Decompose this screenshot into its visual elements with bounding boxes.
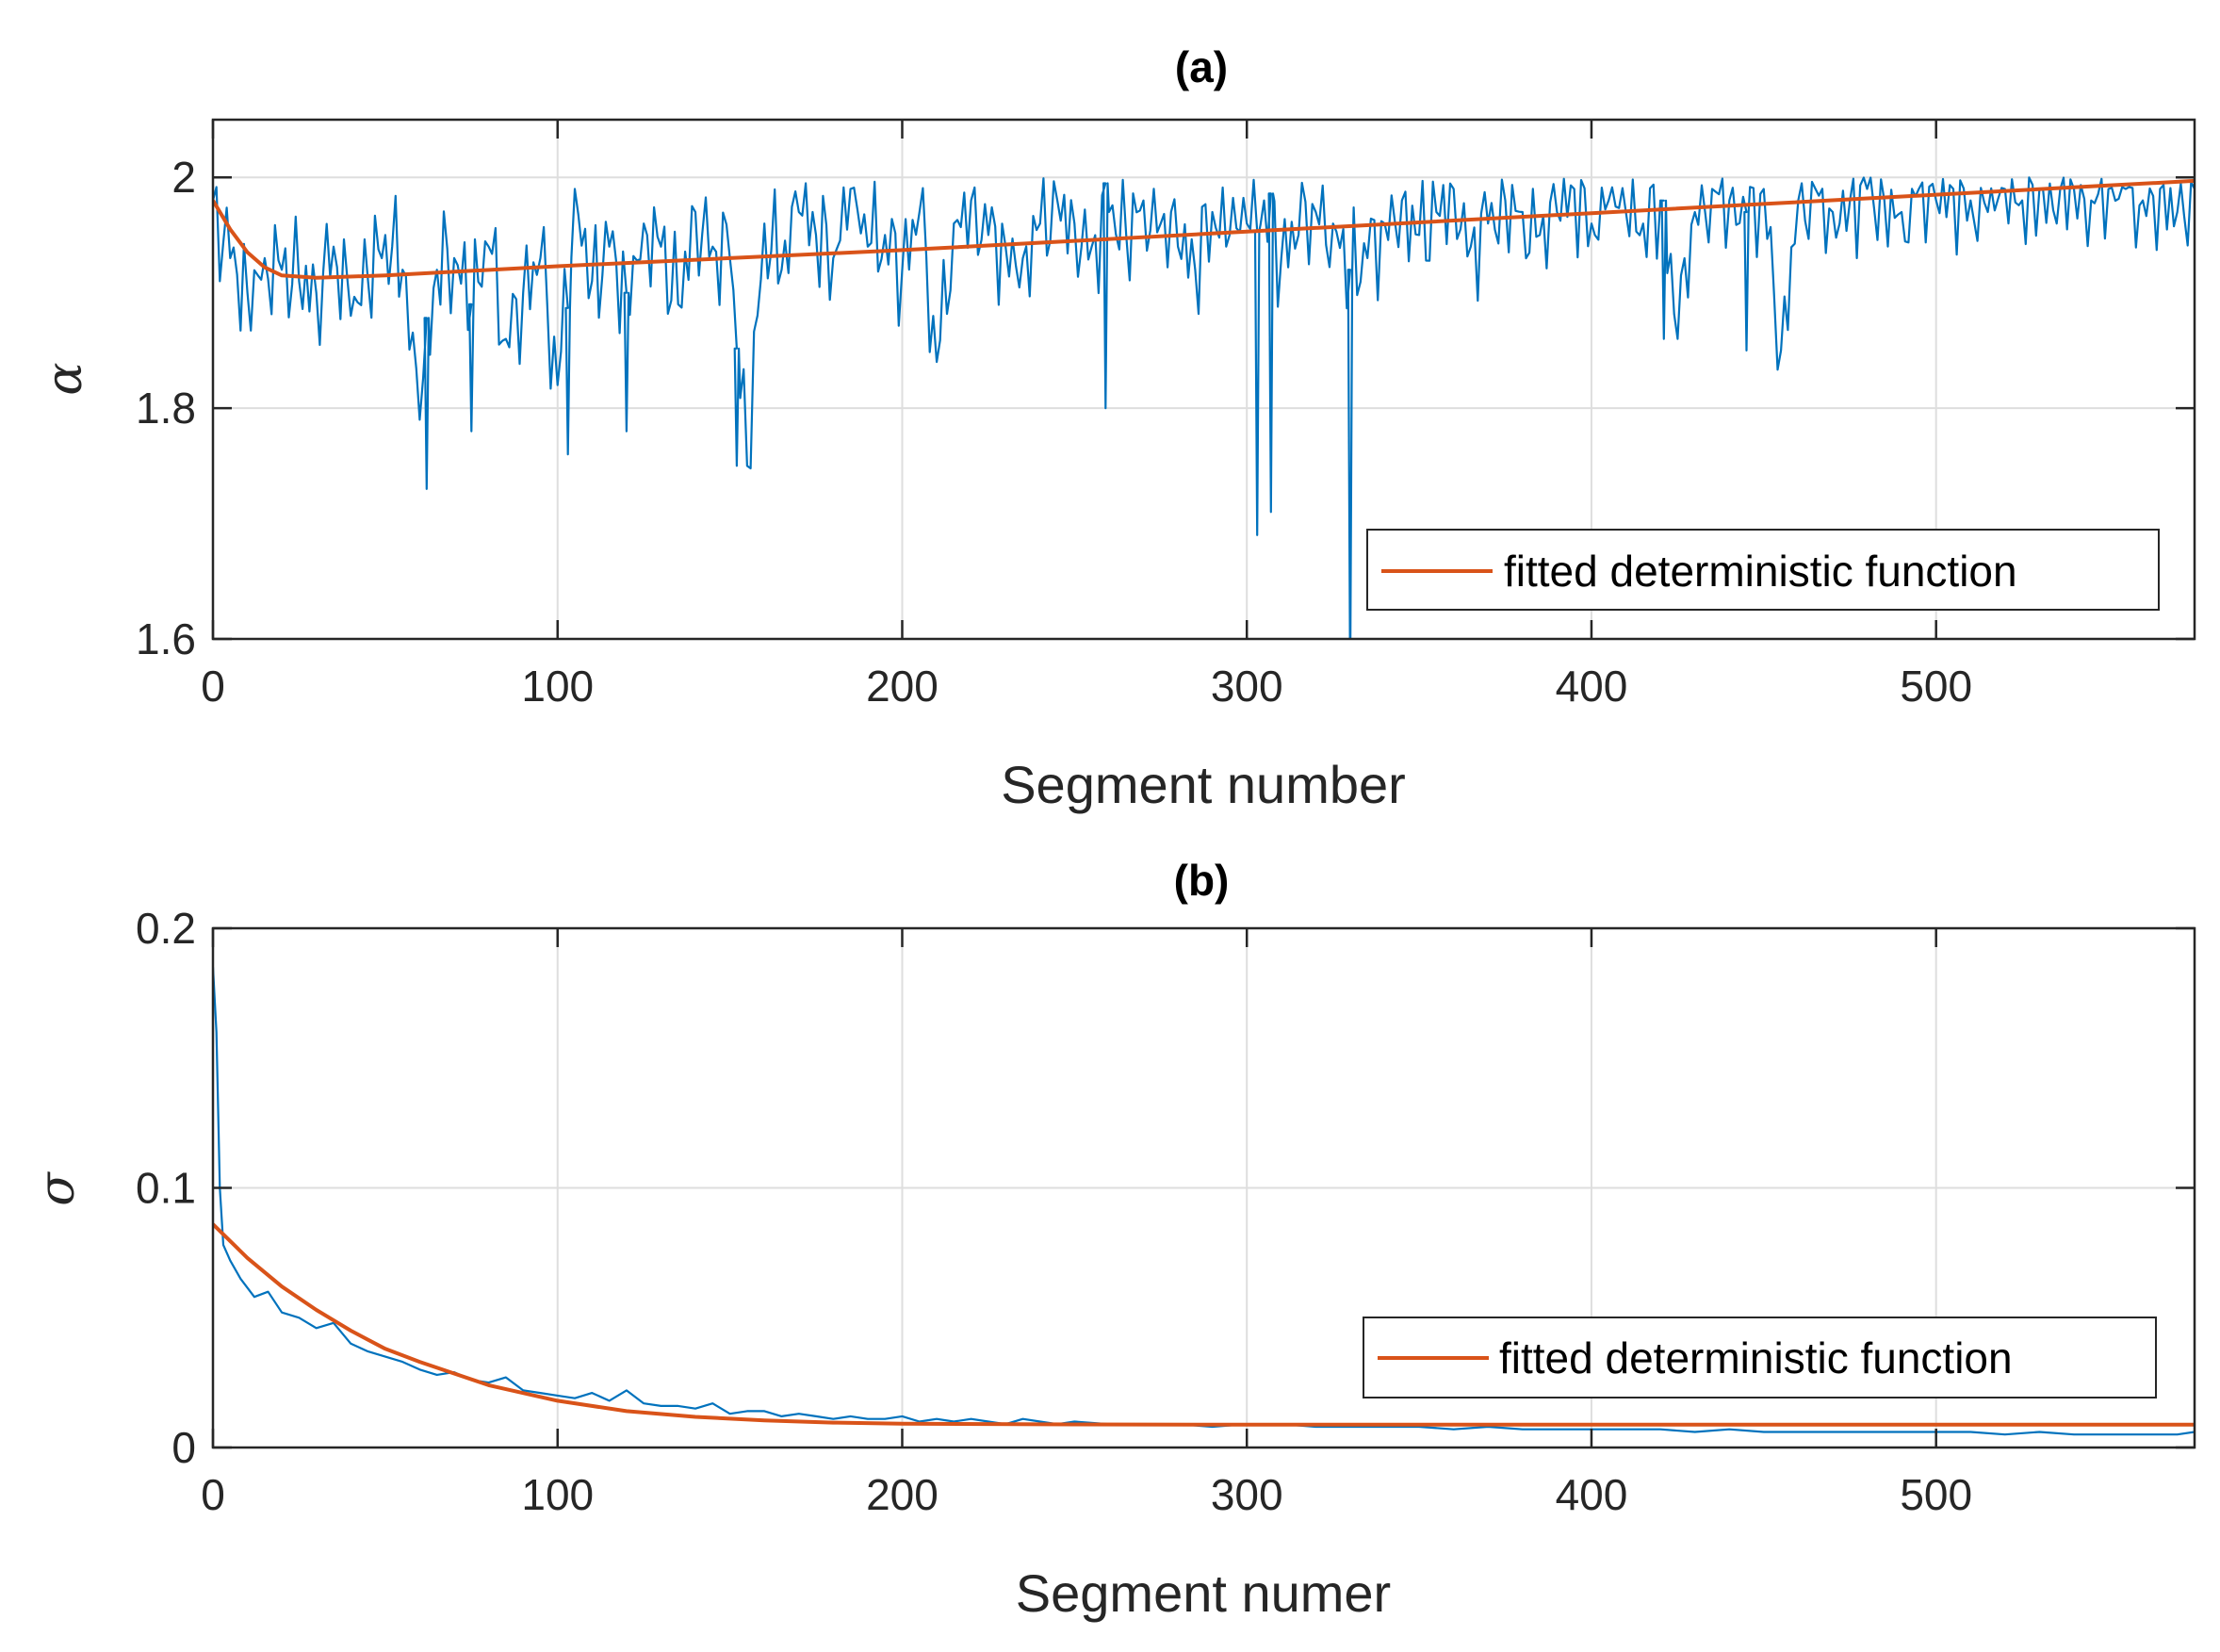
panel-b: (b) 0 100 200 300 400 500 0 0.1 0.2 Segment nume… bbox=[29, 856, 2196, 1623]
panel-a-legend-label: fitted deterministic function bbox=[1504, 547, 2017, 596]
panel-b-x-tick-label: 400 bbox=[1556, 1470, 1628, 1519]
panel-b-fitted-series-line bbox=[213, 1222, 2195, 1427]
panel-a-title: (a) bbox=[1175, 42, 1228, 91]
panel-a-x-tick-label: 0 bbox=[201, 662, 225, 711]
panel-b-measured-series-line bbox=[213, 967, 2195, 1436]
panel-a-x-tick-label: 400 bbox=[1556, 662, 1628, 711]
panel-b-y-axis-label: σ bbox=[29, 1171, 86, 1206]
panel-a-fitted-series-line bbox=[213, 178, 2195, 280]
panel-a-y-tick-label: 2 bbox=[171, 153, 196, 202]
panel-b-ticks: 0 100 200 300 400 500 0 0.1 0.2 bbox=[136, 904, 2195, 1519]
panel-b-y-tick-label: 0.2 bbox=[136, 904, 196, 953]
panel-a-x-axis-label: Segment number bbox=[1001, 755, 1406, 814]
panel-b-legend-box bbox=[1363, 1317, 2157, 1398]
panel-b-x-tick-label: 100 bbox=[521, 1470, 594, 1519]
panel-a-x-tick-label: 500 bbox=[1900, 662, 1972, 711]
panel-b-series bbox=[213, 967, 2195, 1436]
panel-a-y-tick-label: 1.8 bbox=[136, 384, 196, 433]
panel-b-title: (b) bbox=[1174, 856, 1230, 905]
panel-a-y-tick-label: 1.6 bbox=[136, 614, 196, 663]
panel-a-x-tick-label: 300 bbox=[1211, 662, 1283, 711]
panel-a: (a) 0 100 200 300 400 500 1.6 1.8 2 Segment numb… bbox=[37, 42, 2196, 814]
panel-b-x-tick-label: 300 bbox=[1211, 1470, 1283, 1519]
panel-b-x-tick-label: 200 bbox=[866, 1470, 939, 1519]
panel-b-y-tick-label: 0 bbox=[171, 1423, 196, 1472]
panel-b-legend-label: fitted deterministic function bbox=[1499, 1333, 2013, 1382]
panel-a-legend-box bbox=[1366, 529, 2160, 611]
panel-a-x-tick-label: 100 bbox=[521, 662, 594, 711]
panel-a-series bbox=[213, 176, 2195, 639]
panel-a-measured-series-line bbox=[213, 176, 2195, 639]
panel-b-x-tick-label: 0 bbox=[201, 1470, 225, 1519]
panel-b-y-tick-label: 0.1 bbox=[136, 1164, 196, 1213]
panel-b-x-tick-label: 500 bbox=[1900, 1470, 1972, 1519]
panel-a-axes-box bbox=[211, 118, 2196, 641]
panel-a-legend: fitted deterministic function bbox=[1366, 529, 2160, 611]
panel-a-x-tick-label: 200 bbox=[866, 662, 939, 711]
panel-a-ticks: 0 100 200 300 400 500 1.6 1.8 2 bbox=[136, 120, 2195, 711]
panel-b-legend: fitted deterministic function bbox=[1363, 1317, 2157, 1398]
panel-a-y-axis-label: α bbox=[37, 362, 93, 395]
panel-b-x-axis-label: Segment numer bbox=[1016, 1563, 1391, 1623]
